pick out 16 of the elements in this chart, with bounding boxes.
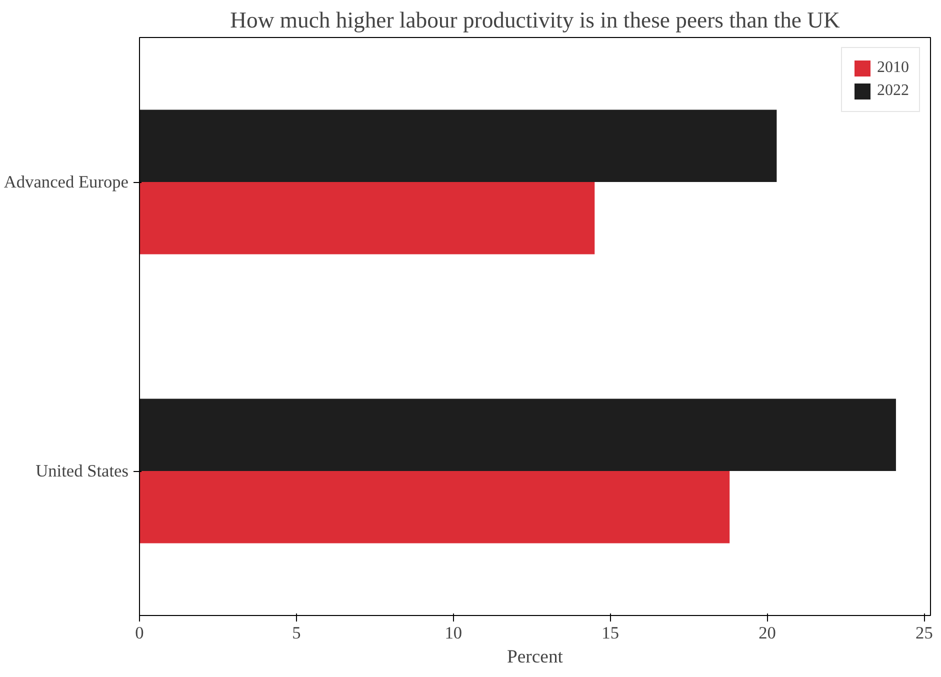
x-tick-label: 10 <box>444 624 462 642</box>
x-tick-label: 5 <box>292 624 301 642</box>
x-tick-label: 15 <box>602 624 619 642</box>
legend-label: 2022 <box>877 82 909 100</box>
bar <box>140 398 896 471</box>
bar <box>140 110 777 182</box>
bar <box>140 182 595 254</box>
x-axis-title: Percent <box>507 646 564 668</box>
legend-label: 2010 <box>877 59 909 77</box>
chart-title: How much higher labour productivity is in these peers than the UK <box>230 8 840 32</box>
x-tick-label: 0 <box>135 624 144 642</box>
x-tick-label: 25 <box>916 624 933 642</box>
x-tick-label: 20 <box>758 624 776 642</box>
y-tick-label: Advanced Europe <box>4 172 129 192</box>
bar <box>140 471 730 544</box>
y-tick-label: United States <box>36 462 129 480</box>
